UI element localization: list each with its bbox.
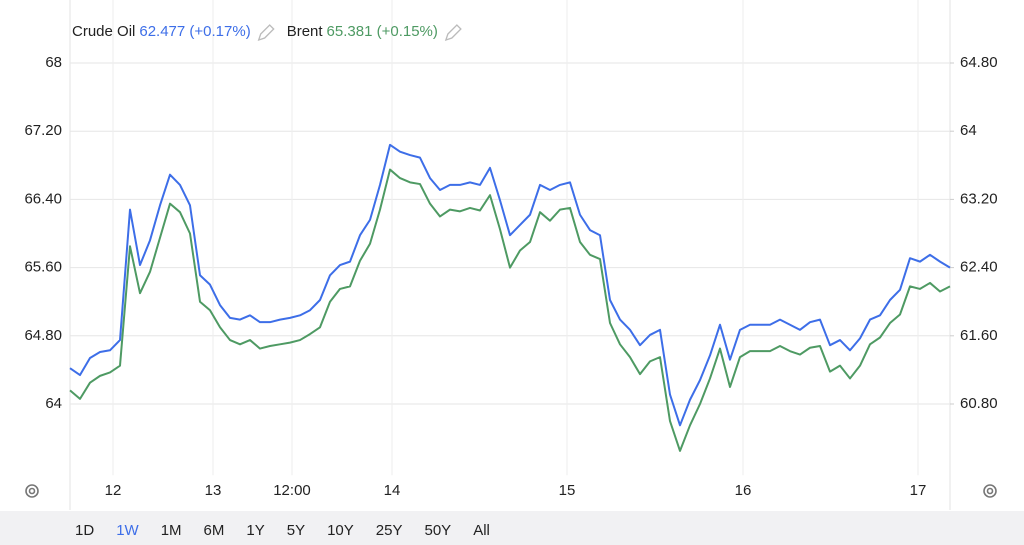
y-tick-label: 64 [45, 395, 62, 412]
y-tick-label: 67.20 [24, 122, 62, 139]
y-tick-label: 64.80 [24, 327, 62, 344]
legend-quote[interactable]: 65.381 (+0.15%) [327, 23, 438, 40]
range-button[interactable]: 1D [75, 522, 94, 539]
y2-tick-label: 60.80 [960, 395, 998, 412]
legend-quote[interactable]: 62.477 (+0.17%) [139, 23, 250, 40]
x-tick-label: 14 [384, 482, 401, 499]
y-tick-label: 65.60 [24, 259, 62, 276]
series-line [69, 168, 951, 452]
edit-icon[interactable] [444, 24, 462, 42]
y-tick-label: 66.40 [24, 190, 62, 207]
legend-name[interactable]: Brent [287, 23, 324, 40]
range-button[interactable]: 50Y [425, 522, 452, 539]
settings-icon[interactable] [983, 484, 997, 498]
range-button[interactable]: 10Y [327, 522, 354, 539]
range-button[interactable]: 1Y [246, 522, 264, 539]
x-tick-label: 17 [910, 482, 927, 499]
x-tick-label: 13 [205, 482, 222, 499]
settings-icon[interactable] [25, 484, 39, 498]
x-tick-label: 12 [105, 482, 122, 499]
y2-tick-label: 63.20 [960, 190, 998, 207]
edit-icon[interactable] [257, 24, 275, 42]
y2-tick-label: 62.40 [960, 259, 998, 276]
range-button[interactable]: All [473, 522, 490, 539]
x-tick-label: 12:00 [273, 482, 311, 499]
x-tick-label: 16 [735, 482, 752, 499]
y2-tick-label: 64.80 [960, 54, 998, 71]
y2-tick-label: 61.60 [960, 327, 998, 344]
range-bar [0, 511, 1024, 545]
range-button[interactable]: 25Y [376, 522, 403, 539]
y2-tick-label: 64 [960, 122, 977, 139]
range-button[interactable]: 5Y [287, 522, 305, 539]
y-tick-label: 68 [45, 54, 62, 71]
range-button[interactable]: 6M [204, 522, 225, 539]
x-tick-label: 15 [559, 482, 576, 499]
range-button[interactable]: 1W [116, 522, 139, 539]
range-button[interactable]: 1M [161, 522, 182, 539]
series-line [69, 143, 951, 427]
legend-name[interactable]: Crude Oil [72, 23, 135, 40]
